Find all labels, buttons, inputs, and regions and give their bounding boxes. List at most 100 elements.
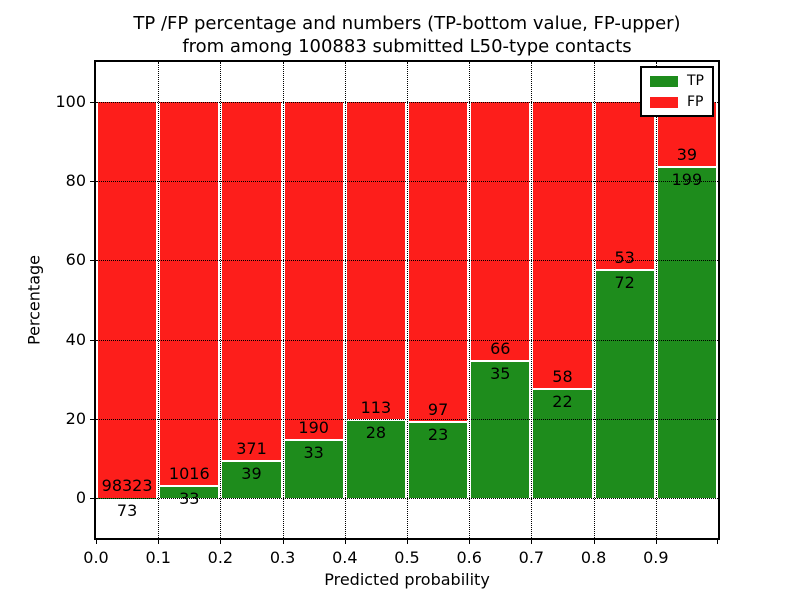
x-tick	[531, 540, 533, 544]
chart-title-line1: TP /FP percentage and numbers (TP-bottom…	[133, 13, 681, 34]
tp-count-label: 33	[179, 488, 200, 508]
fp-count-label: 371	[236, 438, 267, 458]
bar-segment-divider	[471, 359, 530, 362]
bar-segment-divider	[533, 388, 592, 391]
x-tick	[593, 540, 595, 544]
fp-count-label: 66	[490, 338, 511, 358]
x-tick-label: 0.9	[643, 548, 669, 567]
x-gridline	[469, 62, 471, 538]
bar-segment-divider	[160, 484, 219, 487]
y-tick	[90, 498, 94, 500]
fp-count-label: 190	[298, 417, 329, 437]
y-tick-label: 20	[65, 409, 86, 428]
x-gridline	[282, 62, 284, 538]
tp-count-label: 39	[241, 463, 262, 483]
x-tick	[344, 540, 346, 544]
x-gridline	[655, 62, 657, 538]
tp-count-label: 35	[490, 363, 511, 383]
x-gridline	[344, 62, 346, 538]
fp-count-label: 58	[552, 367, 573, 387]
tp-count-label: 33	[303, 442, 324, 462]
legend-label-fp: FP	[687, 94, 704, 110]
bar-tp-segment	[471, 360, 530, 499]
bar-tp-segment	[409, 422, 468, 499]
x-tick	[717, 540, 718, 544]
x-tick	[407, 540, 408, 544]
x-gridline	[407, 62, 408, 538]
x-tick-label: 0.5	[394, 548, 420, 567]
chart-title-line2: from among 100883 submitted L50-type con…	[182, 36, 632, 57]
y-tick	[90, 260, 94, 262]
bar-segment-divider	[657, 165, 716, 168]
fp-color-swatch-icon	[650, 96, 678, 108]
legend-label-tp: TP	[687, 73, 704, 89]
x-gridline	[531, 62, 533, 538]
x-tick	[96, 540, 97, 544]
y-tick-label: 100	[55, 91, 86, 111]
x-tick-label: 0.6	[456, 548, 482, 567]
tp-count-label: 23	[427, 425, 449, 445]
legend-item-tp: TP	[650, 74, 704, 88]
fp-count-label: 113	[360, 397, 392, 417]
y-tick-label: 80	[65, 171, 86, 190]
x-tick	[655, 540, 657, 544]
bar-tp-segment	[222, 460, 281, 499]
y-tick-label: 60	[65, 250, 86, 270]
bar-tp-segment	[533, 389, 592, 499]
x-tick-label: 0.7	[518, 548, 545, 567]
chart-title: TP /FP percentage and numbers (TP-bottom…	[133, 12, 680, 58]
legend-item-fp: FP	[650, 95, 704, 109]
bar-segment-divider	[595, 268, 654, 271]
y-tick	[90, 419, 94, 420]
fp-count-label: 1016	[168, 463, 210, 483]
x-tick	[282, 540, 284, 544]
x-tick-label: 0.4	[332, 548, 358, 567]
tp-color-swatch-icon	[650, 75, 678, 87]
bar-segment-divider	[284, 438, 343, 441]
x-tick-label: 0.1	[145, 548, 171, 567]
bar-tp-segment	[284, 439, 343, 499]
fp-count-label: 98323	[101, 476, 153, 496]
tp-count-label: 28	[365, 422, 387, 442]
x-gridline	[593, 62, 595, 538]
bar-tp-segment	[657, 166, 716, 499]
tp-count-label: 22	[552, 392, 573, 412]
bar-tp-segment	[160, 485, 219, 499]
y-tick	[90, 181, 94, 182]
plot-area: TP FP Percentage Predicted probability 0…	[25, 62, 718, 589]
x-gridline	[158, 62, 160, 538]
legend: TP FP	[640, 66, 714, 117]
x-tick	[220, 540, 222, 544]
fp-count-label: 97	[427, 400, 449, 420]
tp-count-label: 73	[116, 501, 138, 521]
y-tick-label: 40	[65, 329, 86, 349]
x-tick-label: 0.3	[269, 548, 296, 567]
y-tick	[90, 101, 94, 103]
x-tick	[158, 540, 160, 544]
x-axis-label: Predicted probability	[324, 570, 490, 589]
tp-count-label: 199	[671, 169, 703, 189]
y-tick-label: 0	[75, 488, 86, 508]
bar-segment-divider	[409, 421, 468, 424]
x-gridline	[220, 62, 222, 538]
x-tick	[469, 540, 471, 544]
x-tick-label: 0.2	[207, 548, 234, 567]
bar-fp-segment	[409, 101, 468, 423]
bar-fp-segment	[471, 101, 530, 361]
tp-count-label: 72	[614, 272, 635, 292]
bar-fp-segment	[98, 101, 157, 499]
bar-tp-segment	[346, 419, 405, 499]
bar-fp-segment	[160, 101, 219, 486]
bar-segment-divider	[222, 459, 281, 462]
fp-count-label: 53	[614, 247, 635, 267]
fp-count-label: 39	[676, 144, 698, 164]
x-tick-label: 0.8	[580, 548, 607, 567]
x-tick-label: 0.0	[83, 548, 109, 567]
bar-fp-segment	[533, 101, 592, 390]
bar-tp-segment	[595, 269, 654, 499]
y-tick	[90, 339, 94, 341]
bar-fp-segment	[284, 101, 343, 440]
bar-fp-segment	[595, 101, 654, 270]
bar-fp-segment	[222, 101, 281, 461]
